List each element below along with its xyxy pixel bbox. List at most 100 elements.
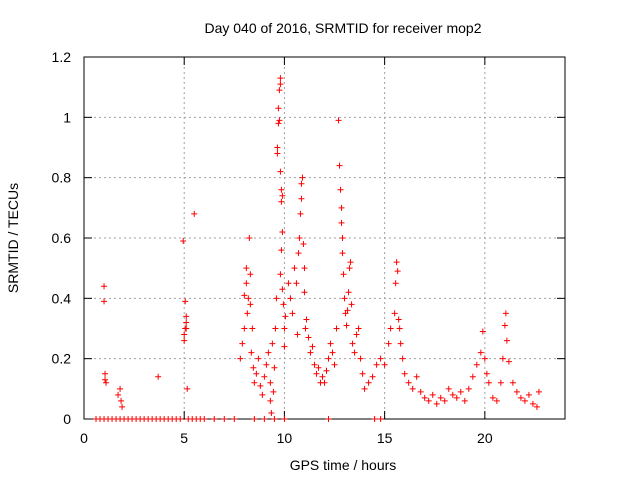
data-point-zero: [271, 416, 278, 422]
data-point: [250, 364, 257, 371]
data-point: [441, 397, 448, 404]
x-tick-label: 0: [80, 430, 88, 446]
data-point: [268, 409, 275, 416]
data-point-zero: [371, 416, 378, 422]
data-point: [342, 310, 349, 317]
data-point: [421, 394, 428, 401]
data-point: [271, 364, 278, 371]
data-point: [497, 379, 504, 386]
data-point: [241, 292, 248, 299]
data-point: [425, 397, 432, 404]
data-point: [183, 319, 190, 326]
data-point-zero: [201, 416, 208, 422]
data-point: [323, 367, 330, 374]
data-point: [263, 361, 270, 368]
data-point: [291, 265, 298, 272]
x-tick-label: 15: [377, 430, 393, 446]
data-point: [348, 301, 355, 308]
data-point: [505, 358, 512, 365]
data-point: [525, 391, 532, 398]
data-point: [249, 325, 256, 332]
data-point: [302, 325, 309, 332]
data-point: [377, 355, 384, 362]
data-point: [391, 310, 398, 317]
data-point: [287, 295, 294, 302]
data-point: [337, 186, 344, 193]
data-point: [261, 373, 268, 380]
data-point: [393, 259, 400, 266]
data-point: [281, 343, 288, 350]
data-point: [355, 325, 362, 332]
data-point: [346, 265, 353, 272]
data-point: [279, 192, 286, 199]
data-point: [274, 150, 281, 157]
data-point: [340, 271, 347, 278]
data-point: [103, 379, 110, 386]
data-point: [181, 331, 188, 338]
data-point: [265, 349, 272, 356]
data-point: [445, 385, 452, 392]
y-tick-label: 0.2: [52, 351, 72, 367]
data-point: [333, 325, 340, 332]
data-point: [338, 204, 345, 211]
data-point: [181, 337, 188, 344]
data-point: [485, 379, 492, 386]
data-point: [276, 117, 283, 124]
y-axis-label: SRMTID / TECUs: [5, 183, 21, 293]
data-point: [275, 105, 282, 112]
data-point: [373, 361, 380, 368]
data-point: [493, 397, 500, 404]
data-point: [102, 370, 109, 377]
data-point: [502, 310, 509, 317]
y-tick-label: 0.8: [52, 170, 72, 186]
data-point: [285, 280, 292, 287]
data-point: [295, 250, 302, 257]
data-point: [343, 322, 350, 329]
data-point: [401, 370, 408, 377]
data-point: [289, 310, 296, 317]
data-point-zero: [221, 416, 228, 422]
data-point: [351, 349, 358, 356]
data-point: [481, 355, 488, 362]
y-tick-label: 0.6: [52, 230, 72, 246]
data-point: [381, 361, 388, 368]
data-point: [270, 388, 277, 395]
data-point: [280, 301, 287, 308]
data-point: [279, 286, 286, 293]
data-point: [293, 280, 300, 287]
data-point: [397, 340, 404, 347]
data-point: [369, 373, 376, 380]
data-point: [429, 391, 436, 398]
data-point-zero: [281, 416, 288, 422]
data-point: [247, 271, 254, 278]
data-point: [278, 198, 285, 205]
data-point: [417, 388, 424, 395]
data-point: [521, 397, 528, 404]
data-point: [365, 379, 372, 386]
data-point: [395, 316, 402, 323]
data-point: [294, 331, 301, 338]
data-point: [255, 355, 262, 362]
data-point: [349, 340, 356, 347]
data-point: [301, 289, 308, 296]
data-point: [361, 385, 368, 392]
data-point: [409, 385, 416, 392]
data-point: [517, 394, 524, 401]
data-point: [267, 379, 274, 386]
data-point: [473, 361, 480, 368]
data-point: [319, 373, 326, 380]
data-point: [339, 235, 346, 241]
data-point: [449, 391, 456, 398]
data-point: [183, 313, 190, 320]
data-point: [405, 379, 412, 386]
data-point: [277, 271, 284, 278]
data-point: [297, 210, 304, 217]
y-tick-label: 1: [63, 109, 71, 125]
y-tick-label: 0: [63, 411, 71, 427]
data-point: [315, 364, 322, 371]
data-point: [335, 117, 342, 124]
data-point: [245, 295, 252, 302]
data-point: [277, 75, 284, 82]
data-point: [241, 325, 248, 332]
data-point: [399, 355, 406, 362]
